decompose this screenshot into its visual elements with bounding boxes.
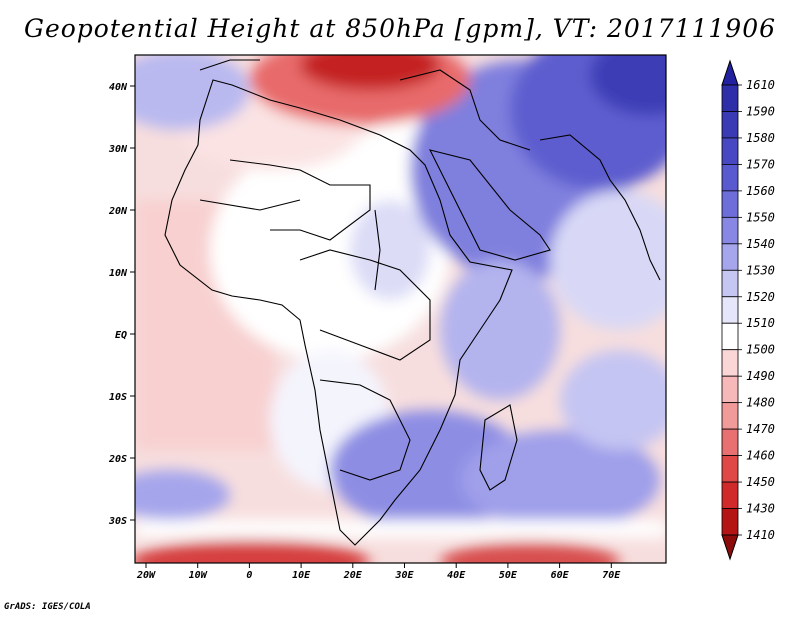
lat-tick-label: EQ — [115, 330, 127, 341]
lon-tick-label: 10W — [189, 570, 208, 581]
longitude-axis: 20W 10W 0 10E 20E 30E 40E 50E 60E 70E — [136, 563, 621, 581]
colorbar-swatch — [721, 243, 739, 271]
lon-tick-label: 70E — [602, 570, 621, 581]
colorbar-swatch — [721, 111, 739, 139]
colorbar-swatch — [721, 428, 739, 456]
colorbar-bottom-arrow — [721, 534, 739, 561]
colorbar-label: 1530 — [746, 263, 775, 277]
colorbar-label: 1470 — [746, 422, 775, 436]
credit-text: GrADS: IGES/COLA — [4, 602, 91, 612]
colorbar-swatch — [721, 375, 739, 404]
colorbar-label: 1410 — [746, 528, 775, 542]
colorbar-label: 1610 — [746, 78, 775, 92]
colorbar-swatch — [721, 296, 739, 324]
lon-tick-label: 30E — [394, 570, 414, 581]
colorbar-top-arrow — [721, 59, 739, 86]
colorbar-label: 1540 — [746, 237, 775, 251]
colorbar-swatch — [721, 455, 739, 483]
lon-tick-label: 0 — [246, 570, 252, 581]
colorbar-swatch — [721, 137, 739, 165]
colorbar-label: 1490 — [746, 369, 775, 383]
colorbar-label: 1510 — [746, 316, 775, 330]
lon-tick-label: 20W — [136, 570, 156, 581]
lat-tick-label: 20S — [108, 454, 127, 465]
colorbar-label: 1480 — [746, 396, 775, 410]
lat-tick-label: 20N — [108, 206, 128, 217]
coastlines — [164, 59, 661, 546]
plot-frame — [134, 54, 667, 564]
colorbar-label: 1450 — [746, 475, 775, 489]
lat-tick-label: 40N — [109, 82, 128, 93]
colorbar-swatch — [721, 216, 739, 245]
lon-tick-label: 50E — [499, 570, 518, 581]
colorbar-label: 1460 — [746, 449, 775, 463]
lat-tick-label: 10S — [109, 392, 127, 403]
colorbar-label: 1550 — [746, 210, 775, 224]
colorbar-label: 1430 — [746, 502, 775, 516]
lon-tick-label: 20E — [343, 570, 363, 581]
colorbar-label: 1520 — [746, 290, 775, 304]
colorbar-swatch — [721, 190, 739, 218]
lat-tick-label: 30S — [108, 516, 127, 527]
colorbar-swatch — [721, 84, 739, 112]
chart-title: Geopotential Height at 850hPa [gpm], VT:… — [23, 14, 777, 43]
colorbar-swatch — [721, 481, 739, 509]
lon-tick-label: 10E — [292, 570, 311, 581]
lon-tick-label: 60E — [551, 570, 570, 581]
colorbar-label: 1570 — [746, 157, 775, 171]
colorbar-swatch — [721, 402, 739, 430]
colorbar-swatch — [721, 322, 739, 351]
colorbar-label: 1590 — [746, 104, 775, 118]
colorbar: 1610 1590 1580 1570 1560 1550 1540 1530 1520 1510… — [721, 59, 775, 561]
lat-tick-label: 10N — [109, 268, 128, 279]
colorbar-label: 1500 — [746, 343, 775, 357]
colorbar-swatch — [721, 164, 739, 192]
height-field — [135, 55, 666, 563]
colorbar-label: 1560 — [746, 184, 775, 198]
colorbar-swatch — [721, 269, 739, 298]
latitude-axis: 40N 30N 20N 10N EQ 10S 20S 30S — [108, 82, 135, 527]
colorbar-label: 1580 — [746, 131, 775, 145]
lat-tick-label: 30N — [108, 144, 128, 155]
colorbar-swatch — [721, 508, 739, 536]
colorbar-swatch — [721, 349, 739, 377]
lon-tick-label: 40E — [447, 570, 466, 581]
